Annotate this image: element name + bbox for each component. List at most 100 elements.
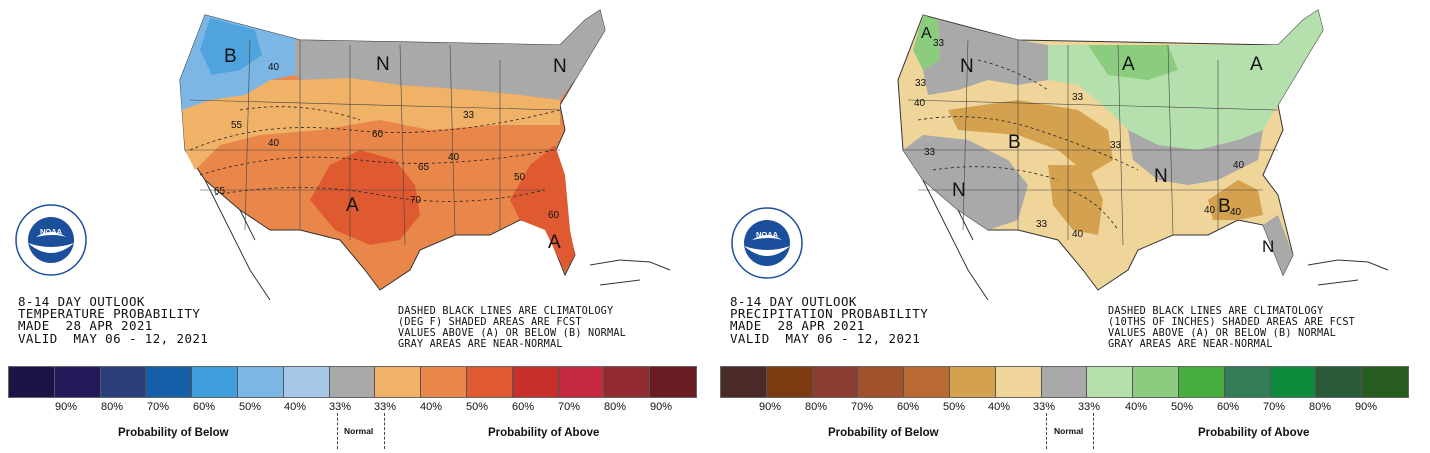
contour-label: 40 [914, 98, 926, 109]
map-letter: A [921, 25, 932, 42]
contour-label: 50 [514, 172, 526, 183]
legend-swatch [766, 367, 813, 397]
legend-swatch [1178, 367, 1225, 397]
legend-tick: 50% [942, 401, 966, 413]
outlook-valid-dates: VALID MAY 06 - 12, 2021 [730, 330, 921, 346]
note-line: GRAY AREAS ARE NEAR-NORMAL [1108, 339, 1273, 350]
legend-tick: 90% [54, 401, 78, 413]
contour-label: 33 [463, 110, 475, 121]
legend-tick: 80% [603, 401, 627, 413]
outlook-title: 8-14 DAY OUTLOOK [18, 294, 145, 309]
legend-label-normal: Normal [1054, 426, 1084, 436]
legend-tick: 70% [557, 401, 581, 413]
legend-swatch [100, 367, 147, 397]
caribbean-outline [1307, 259, 1389, 286]
legend-tick: 40% [987, 401, 1011, 413]
map-letter: N [1154, 166, 1168, 187]
legend-tick: 60% [511, 401, 535, 413]
near-normal-southwest [903, 135, 1028, 230]
legend-swatch [904, 367, 950, 397]
legend-tick: 60% [896, 401, 920, 413]
map-note: DASHED BLACK LINES ARE CLIMATOLOGY (10THS… [1108, 306, 1355, 350]
contour-label: 40 [268, 138, 280, 149]
legend-swatch [995, 367, 1042, 397]
map-letter: N [1262, 237, 1274, 256]
legend-swatch [949, 367, 996, 397]
contour-label: 33 [924, 147, 936, 158]
legend-swatch [1133, 367, 1179, 397]
above-60-core [310, 150, 420, 245]
outlook-valid-dates: VALID MAY 06 - 12, 2021 [18, 330, 209, 346]
below-normal-central [948, 100, 1113, 175]
above-60-southeast [510, 145, 575, 272]
above-normal-core [1088, 45, 1178, 80]
legend-tick: 90% [758, 401, 782, 413]
below-normal-core [200, 18, 262, 75]
temperature-legend-bar [8, 366, 697, 398]
outlook-made-date: MADE 28 APR 2021 [18, 318, 153, 334]
legend-label-below: Probability of Below [118, 427, 229, 439]
noaa-logo: NOAA [731, 207, 803, 279]
legend-swatch [1270, 367, 1317, 397]
contour-label: 33 [1036, 219, 1048, 230]
legend-tick: 80% [100, 401, 124, 413]
map-letter: N [553, 56, 567, 77]
note-line: VALUES ABOVE (A) OR BELOW (B) NORMAL [398, 328, 627, 339]
legend-label-above: Probability of Above [1198, 427, 1310, 439]
legend-tick: 80% [804, 401, 828, 413]
map-note: DASHED BLACK LINES ARE CLIMATOLOGY (DEG F… [398, 306, 626, 350]
legend-tick: 70% [1262, 401, 1286, 413]
legend-swatch [721, 367, 767, 397]
contour-label: 55 [231, 120, 243, 131]
normal-divider-left [337, 413, 338, 449]
legend-label-normal: Normal [344, 426, 374, 436]
legend-swatch [558, 367, 605, 397]
contour-label: 40 [1230, 207, 1242, 218]
legend-swatch [375, 367, 422, 397]
map-letter: N [960, 56, 974, 77]
outlook-info: 8-14 DAY OUTLOOK PRECIPITATION PROBABILIT… [730, 294, 928, 346]
legend-swatch [858, 367, 905, 397]
legend-tick: 90% [649, 401, 673, 413]
normal-divider-right [1093, 413, 1094, 449]
outlook-variable: TEMPERATURE PROBABILITY [18, 306, 201, 322]
legend-tick: 40% [1124, 401, 1148, 413]
contour-label: 40 [1204, 205, 1216, 216]
map-letter: A [1122, 54, 1135, 75]
contour-label: 33 [1110, 140, 1122, 151]
contour-label: 40 [268, 62, 280, 73]
legend-tick: 70% [850, 401, 874, 413]
note-line: DASHED BLACK LINES ARE CLIMATOLOGY [398, 306, 614, 317]
near-normal-florida [1263, 215, 1293, 275]
outlook-info: 8-14 DAY OUTLOOK TEMPERATURE PROBABILITY M… [18, 294, 209, 346]
map-letter: B [1218, 196, 1231, 217]
contour-label: 33 [933, 38, 945, 49]
legend-swatch [237, 367, 284, 397]
outlook-title: 8-14 DAY OUTLOOK [730, 294, 857, 309]
noaa-logo-text: NOAA [40, 227, 63, 236]
above-40-band [182, 78, 560, 170]
contour-label: 40 [1072, 229, 1084, 240]
legend-swatch [1362, 367, 1408, 397]
legend-swatch [812, 367, 859, 397]
legend-swatch [421, 367, 467, 397]
legend-swatch [512, 367, 559, 397]
note-line: (DEG F) SHADED AREAS ARE FCST [398, 317, 582, 328]
legend-swatch [466, 367, 513, 397]
precipitation-outlook-panel: A N A A B N N B N 33 33 40 33 33 33 40 4… [718, 0, 1428, 453]
legend-tick: 33% [1077, 401, 1101, 413]
near-normal-midwest [1128, 130, 1263, 185]
legend-swatch [192, 367, 238, 397]
temperature-legend-ticks: 90% 80% 70% 60% 50% 40% 33% 33% 40% 50% … [8, 401, 698, 415]
temperature-map: B N N A A 40 55 40 65 60 33 65 40 50 70 … [179, 9, 671, 300]
legend-swatch [1041, 367, 1088, 397]
temperature-outlook-panel: B N N A A 40 55 40 65 60 33 65 40 50 70 … [0, 0, 710, 453]
contour-label: 40 [1233, 160, 1245, 171]
near-normal-northwest [923, 20, 1048, 95]
precipitation-map: A N A A B N N B N 33 33 40 33 33 33 40 4… [897, 9, 1389, 300]
legend-swatch [9, 367, 55, 397]
legend-tick: 33% [328, 401, 352, 413]
legend-tick: 90% [1354, 401, 1378, 413]
legend-swatch [604, 367, 651, 397]
legend-tick: 60% [1216, 401, 1240, 413]
